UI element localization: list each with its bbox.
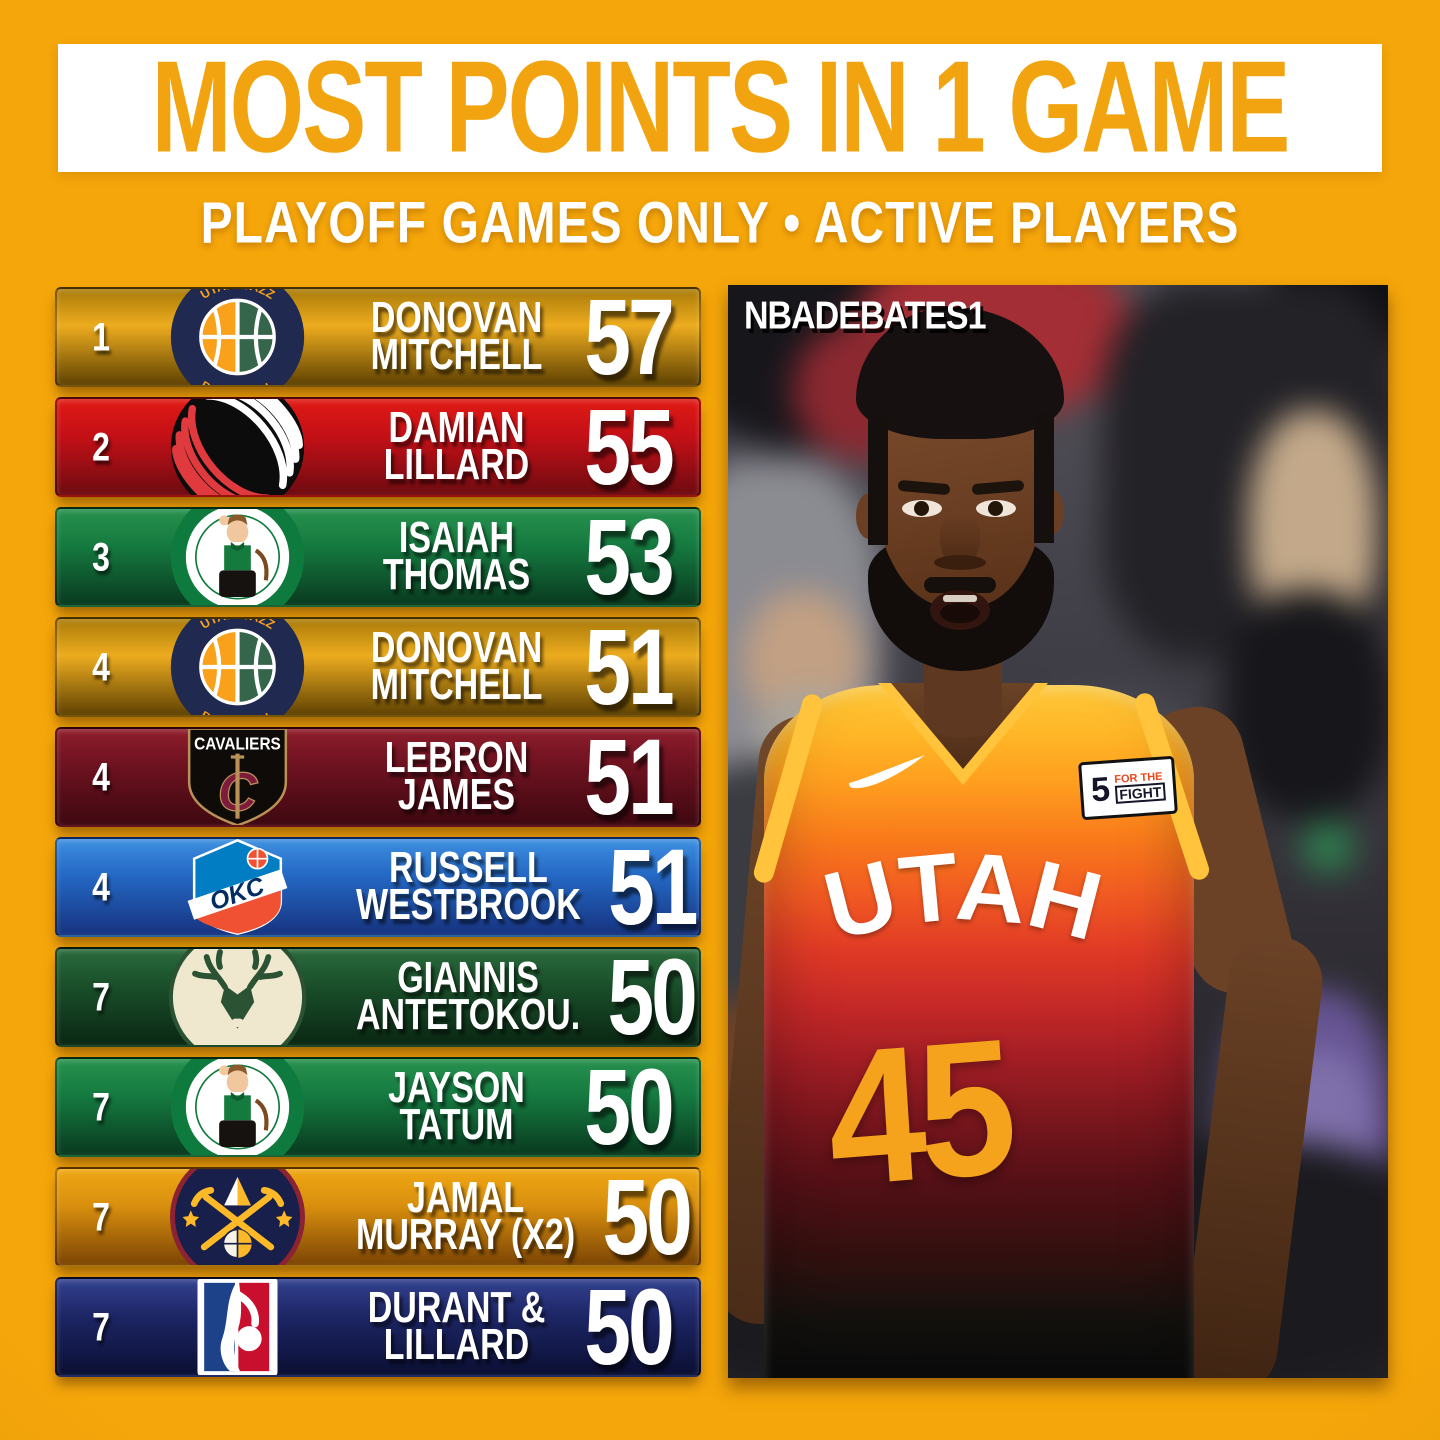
player-name-line2: MITCHELL <box>370 330 543 380</box>
leaderboard-row: 1 UTAH JAZZ BASKETBALL DONOVAN MITCHELL … <box>55 287 701 387</box>
five-for-the-fight-patch: 5 FOR THE FIGHT <box>1078 755 1178 821</box>
player-name: DAMIAN LILLARD <box>330 404 557 488</box>
player-name-line1: DURANT & <box>367 1283 546 1333</box>
leaderboard: 1 UTAH JAZZ BASKETBALL DONOVAN MITCHELL … <box>55 287 701 1387</box>
svg-text:UTAH: UTAH <box>814 833 1112 961</box>
player-name-line1: GIANNIS <box>397 953 539 1003</box>
jazz-logo: UTAH JAZZ BASKETBALL <box>145 619 330 715</box>
points-value: 57 <box>584 287 674 387</box>
rank-label: 7 <box>92 1193 110 1239</box>
page-title: MOST POINTS IN 1 GAME <box>151 34 1291 181</box>
jersey-wordmark: UTAH <box>814 833 1112 961</box>
patch-line2: FIGHT <box>1114 781 1166 804</box>
player-eye-right <box>976 500 1016 517</box>
patch-number: 5 <box>1089 770 1112 810</box>
leaderboard-row: 4 OKC RUSSELL WESTBROOK 51 <box>55 837 701 937</box>
player-name-line2: THOMAS <box>382 550 531 600</box>
rank-label: 7 <box>92 1303 110 1349</box>
player-name-line1: DAMIAN <box>388 403 525 453</box>
points-value: 51 <box>584 617 674 717</box>
leaderboard-row: 4 UTAH JAZZ BASKETBALL DONOVAN MITCHELL … <box>55 617 701 717</box>
rank-label: 7 <box>92 1083 110 1129</box>
player-name-line2: MURRAY (X2) <box>356 1210 576 1260</box>
nuggets-logo <box>145 1169 330 1265</box>
rank-label: 1 <box>92 313 110 359</box>
leaderboard-row: 7 GIANNIS ANTETOKOU. 50 <box>55 947 701 1047</box>
points-value: 55 <box>584 397 674 497</box>
player-name: JAYSON TATUM <box>330 1064 557 1148</box>
points-value: 50 <box>584 1277 674 1377</box>
points-value: 50 <box>602 1167 692 1267</box>
player-name: DURANT & LILLARD <box>330 1284 557 1368</box>
rank-label: 3 <box>92 533 110 579</box>
player-name: JAMAL MURRAY (X2) <box>330 1174 575 1258</box>
player-name-line1: ISAIAH <box>398 513 515 563</box>
leaderboard-row: 7 JAYSON TATUM 50 <box>55 1057 701 1157</box>
leaderboard-row: 2 DAMIAN LILLARD 55 <box>55 397 701 497</box>
jersey-number: 45 <box>821 999 1015 1228</box>
player-name-line1: RUSSELL <box>389 843 548 893</box>
rank-label: 4 <box>92 753 110 799</box>
jazz-logo: UTAH JAZZ BASKETBALL <box>145 289 330 385</box>
title-banner: MOST POINTS IN 1 GAME <box>58 35 1382 180</box>
player-mouth <box>930 590 990 630</box>
player-name-line2: LILLARD <box>383 440 530 490</box>
points-value: 50 <box>607 947 697 1047</box>
player-nostrils <box>934 555 986 570</box>
player-name-line2: WESTBROOK <box>356 880 581 930</box>
rank-label: 7 <box>92 973 110 1019</box>
player-sideburn-left <box>868 415 888 545</box>
rank-label: 4 <box>92 643 110 689</box>
rank-label: 4 <box>92 863 110 909</box>
player-name-line2: MITCHELL <box>370 660 543 710</box>
celtics-logo <box>145 509 330 605</box>
player-name-line1: DONOVAN <box>370 623 543 673</box>
player-name-line2: TATUM <box>399 1100 514 1150</box>
player-name-line1: JAYSON <box>388 1063 525 1113</box>
bucks-logo <box>145 949 330 1045</box>
player-photo: 5 FOR THE FIGHT UTAH 45 NBADEBATES1 <box>728 285 1388 1378</box>
player-sideburn-right <box>1034 413 1054 543</box>
nike-swoosh-icon <box>849 755 925 789</box>
player-eye-left <box>902 500 942 517</box>
thunder-logo: OKC <box>145 839 330 935</box>
nba-logo <box>145 1279 330 1375</box>
points-value: 53 <box>584 507 674 607</box>
leaderboard-row: 3 ISAIAH THOMAS 53 <box>55 507 701 607</box>
page-subtitle: PLAYOFF GAMES ONLY • ACTIVE PLAYERS <box>200 191 1240 256</box>
jersey-team-text: UTAH <box>814 833 1112 961</box>
svg-text:CAVALIERS: CAVALIERS <box>194 734 281 754</box>
player-name-line2: JAMES <box>397 770 516 820</box>
player-name: DONOVAN MITCHELL <box>330 294 557 378</box>
player-name-line2: LILLARD <box>383 1320 530 1370</box>
player-name-line2: ANTETOKOU. <box>356 990 581 1040</box>
player-name-line1: JAMAL <box>407 1173 525 1223</box>
player-mustache <box>924 577 996 593</box>
player-name: ISAIAH THOMAS <box>330 514 557 598</box>
player-name: GIANNIS ANTETOKOU. <box>330 954 580 1038</box>
subtitle-row: PLAYOFF GAMES ONLY • ACTIVE PLAYERS <box>0 191 1440 256</box>
leaderboard-row: 4 CAVALIERS C LEBRON JAMES 51 <box>55 727 701 827</box>
points-value: 51 <box>608 837 698 937</box>
player-name-line1: DONOVAN <box>370 293 543 343</box>
leaderboard-row: 7 JAMAL MURRAY (X2) 50 <box>55 1167 701 1267</box>
blazers-logo <box>145 399 330 495</box>
player-name: RUSSELL WESTBROOK <box>330 844 581 928</box>
cavaliers-logo: CAVALIERS C <box>145 729 330 825</box>
points-value: 50 <box>584 1057 674 1157</box>
rank-label: 2 <box>92 423 110 469</box>
player-name: DONOVAN MITCHELL <box>330 624 557 708</box>
watermark: NBADEBATES1 <box>744 294 987 338</box>
points-value: 51 <box>584 727 674 827</box>
player-name-line1: LEBRON <box>384 733 529 783</box>
celtics-logo <box>145 1059 330 1155</box>
leaderboard-row: 7 DURANT & LILLARD 50 <box>55 1277 701 1377</box>
player-name: LEBRON JAMES <box>330 734 557 818</box>
